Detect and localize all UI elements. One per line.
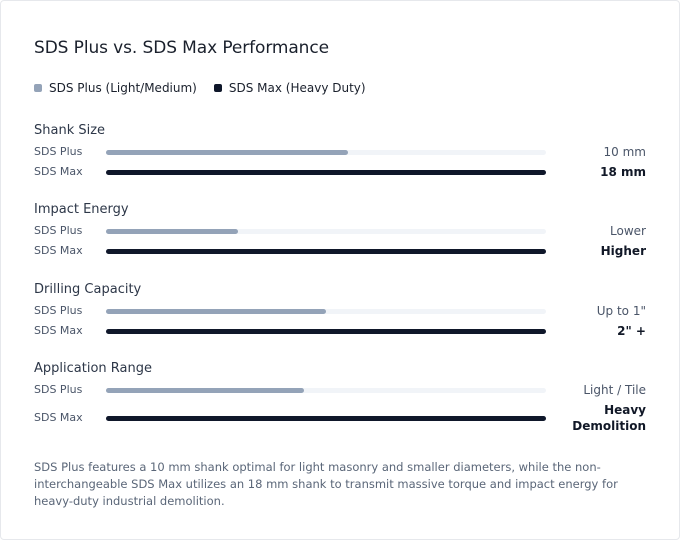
row-label-sds-plus: SDS Plus [34, 145, 83, 158]
row-label-sds-plus: SDS Plus [34, 304, 83, 317]
row-label-sds-plus: SDS Plus [34, 224, 83, 237]
footnote: SDS Plus features a 10 mm shank optimal … [34, 460, 618, 508]
row-label-sds-max: SDS Max [34, 411, 83, 424]
group-label: Shank Size [34, 123, 106, 138]
row-label-sds-plus: SDS Plus [34, 383, 83, 396]
bar-track [106, 150, 546, 155]
row-label-sds-max: SDS Max [34, 324, 83, 337]
bar-sds-max [106, 249, 546, 254]
value-label-sds-max: 18 mm [600, 165, 646, 179]
row-label-sds-max: SDS Max [34, 165, 83, 178]
value-label-sds-plus: Lower [610, 224, 646, 238]
row-label-sds-max: SDS Max [34, 244, 83, 257]
bar-sds-plus [106, 150, 348, 155]
bar-track [106, 329, 546, 334]
legend-item-sds-plus: SDS Plus (Light/Medium) [34, 81, 197, 95]
bar-sds-max [106, 170, 546, 175]
value-label-sds-max: Heavy Demolition [572, 403, 646, 433]
group-label: Impact Energy [34, 202, 129, 217]
bar-track [106, 388, 546, 393]
bar-sds-max [106, 329, 546, 334]
bar-sds-plus [106, 229, 238, 234]
value-label-sds-max: Higher [600, 244, 646, 258]
value-label-sds-plus: Light / Tile [583, 383, 646, 397]
group-label: Application Range [34, 361, 152, 376]
bar-track [106, 229, 546, 234]
legend-item-sds-max: SDS Max (Heavy Duty) [213, 81, 366, 95]
legend: SDS Plus (Light/Medium) SDS Max (Heavy D… [34, 81, 383, 95]
value-label-sds-plus: 10 mm [603, 145, 646, 159]
value-label-sds-plus: Up to 1" [596, 304, 646, 318]
bar-track [106, 416, 546, 421]
legend-label-sds-max: SDS Max (Heavy Duty) [228, 81, 366, 95]
bar-sds-plus [106, 388, 304, 393]
bar-track [106, 170, 546, 175]
legend-swatch-sds-max [213, 84, 222, 92]
legend-swatch-sds-plus [34, 84, 42, 92]
bar-track [106, 309, 546, 314]
value-label-sds-max: 2" + [617, 324, 646, 338]
bar-sds-max [106, 416, 546, 421]
group-label: Drilling Capacity [34, 282, 142, 297]
bar-sds-plus [106, 309, 326, 314]
chart-title: SDS Plus vs. SDS Max Performance [34, 38, 329, 58]
legend-label-sds-plus: SDS Plus (Light/Medium) [49, 81, 197, 95]
bar-track [106, 249, 546, 254]
